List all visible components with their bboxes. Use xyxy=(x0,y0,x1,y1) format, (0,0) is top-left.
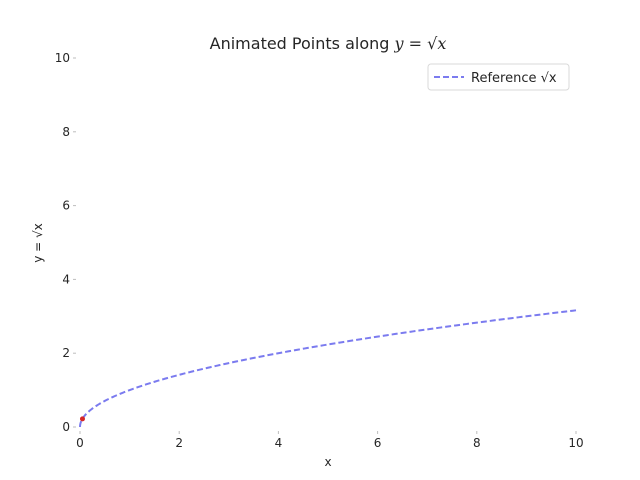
y-tick-label: 8 xyxy=(62,125,70,139)
y-tick-label: 10 xyxy=(55,51,70,65)
y-axis-ticks: 0 2 4 6 8 10 xyxy=(55,51,76,434)
y-tick-label: 0 xyxy=(62,420,70,434)
y-tick-label: 4 xyxy=(62,272,70,286)
x-axis-label: x xyxy=(324,455,331,469)
animated-point xyxy=(79,416,85,422)
y-axis-label: y = √x xyxy=(31,223,45,263)
x-tick-label: 2 xyxy=(175,436,183,450)
chart-title: Animated Points along y = √x xyxy=(210,34,447,53)
x-tick-label: 10 xyxy=(568,436,583,450)
x-tick-label: 4 xyxy=(275,436,283,450)
legend-box xyxy=(427,63,570,91)
series-line-reference xyxy=(79,309,577,428)
y-tick-label: 2 xyxy=(62,346,70,360)
legend-label-reference: Reference √x xyxy=(471,71,557,86)
x-tick-label: 0 xyxy=(76,436,84,450)
legend: Reference √x xyxy=(427,63,570,91)
x-tick-label: 6 xyxy=(374,436,382,450)
x-axis-ticks: 0 2 4 6 8 10 xyxy=(76,431,584,450)
x-tick-label: 8 xyxy=(473,436,481,450)
y-tick-label: 6 xyxy=(62,199,70,213)
series-layer xyxy=(79,309,577,428)
points-layer xyxy=(79,416,85,422)
